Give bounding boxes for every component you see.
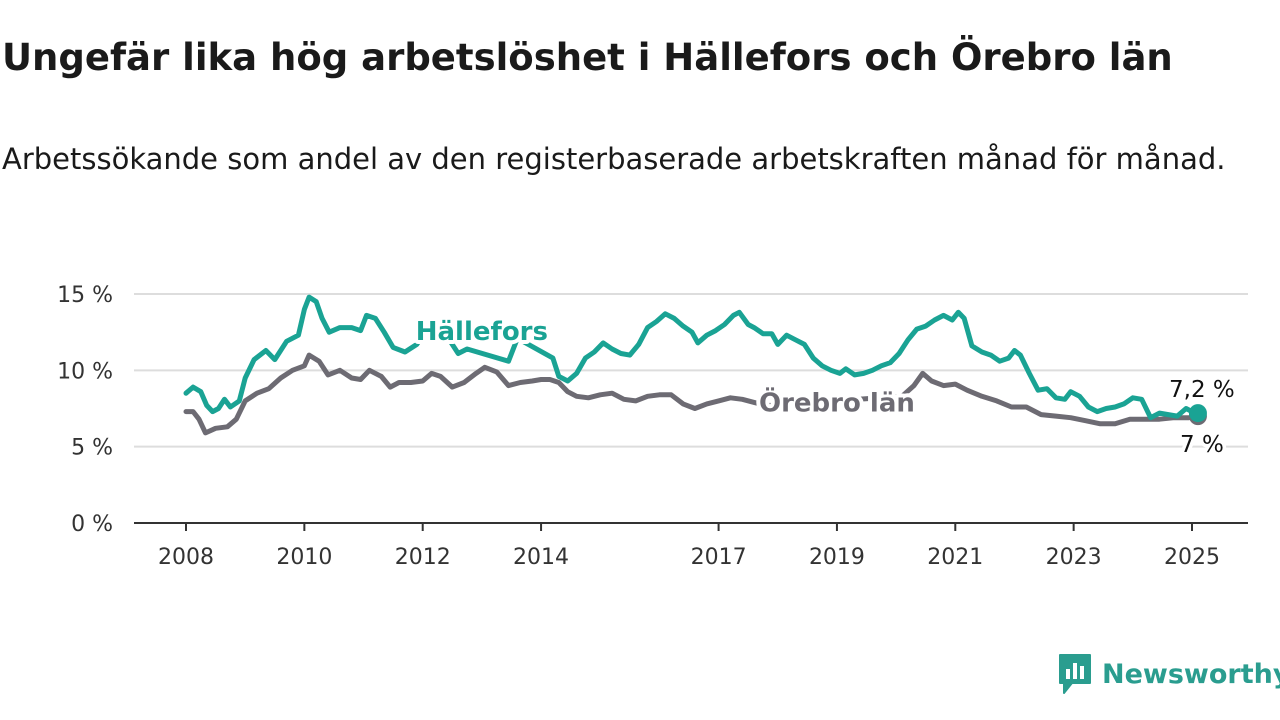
series-lines [183,294,1207,436]
y-axis-tick-labels: 0 % 5 % 10 % 15 % [57,283,113,537]
x-tick-label: 2019 [809,545,865,570]
brand-name: Newsworthy [1102,658,1280,690]
series-name-label: Hällefors [416,317,548,347]
x-axis-tick-labels: 2008 2010 2012 2014 2017 2019 2021 2023 2025 [158,523,1220,570]
end-value-label-orebro-lan: 7 % [1180,432,1224,458]
newsworthy-brand: Newsworthy [1058,652,1280,696]
y-tick-label: 10 % [57,359,113,384]
series-line-orebro-lan [183,352,1201,436]
x-tick-label: 2014 [513,545,569,570]
end-value-label-hallefors: 7,2 % [1169,377,1235,403]
chart-title: Ungefär lika hög arbetslöshet i Hällefor… [2,36,1173,79]
x-tick-label: 2021 [927,545,983,570]
y-tick-label: 15 % [57,283,113,308]
newsworthy-logo-icon [1059,654,1091,694]
series-name-label: Örebro län [759,386,915,419]
x-tick-label: 2010 [276,545,332,570]
series-line-hallefors [183,294,1201,421]
x-tick-label: 2025 [1164,545,1220,570]
x-tick-label: 2017 [691,545,747,570]
y-tick-label: 0 % [71,512,113,537]
x-tick-label: 2012 [395,545,451,570]
y-tick-label: 5 % [71,436,113,461]
gridlines [134,293,1248,524]
series-end-marker [1188,404,1207,423]
series-labels: Hällefors Örebro län 7,2 % 7 % [412,313,1239,462]
x-tick-label: 2008 [158,545,214,570]
x-tick-label: 2023 [1046,545,1102,570]
chart-subtitle: Arbetssökande som andel av den registerb… [2,142,1226,176]
